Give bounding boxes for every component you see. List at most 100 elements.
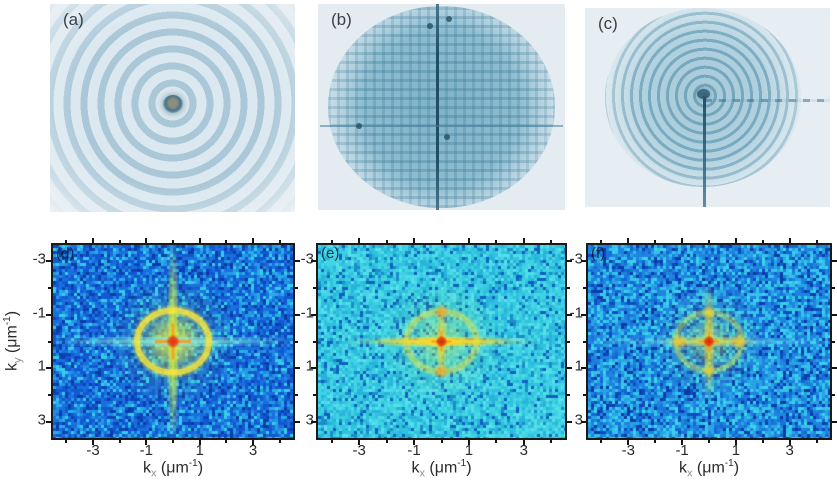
tick-mark xyxy=(583,394,586,397)
tick-mark xyxy=(91,238,94,243)
tick-mark xyxy=(815,440,818,443)
tick-mark xyxy=(145,440,148,445)
tick-mark xyxy=(295,367,300,370)
tick-mark xyxy=(252,440,254,445)
tick-mark xyxy=(627,440,630,445)
tick-mark xyxy=(440,240,443,243)
x-tick-label: 3 xyxy=(519,442,528,459)
tick-mark xyxy=(313,394,316,397)
y-tick-label: 1 xyxy=(574,357,583,375)
fork-dislocation-knot xyxy=(696,88,710,99)
tick-mark xyxy=(295,340,298,343)
tick-mark xyxy=(385,240,388,243)
tick-mark xyxy=(330,240,333,243)
tick-mark xyxy=(832,313,837,316)
tick-mark xyxy=(65,240,68,243)
defect-dot xyxy=(446,16,453,23)
tick-mark xyxy=(295,313,300,316)
tick-mark xyxy=(118,440,121,443)
tick-mark xyxy=(225,440,228,443)
tick-mark xyxy=(583,340,586,343)
y-axis-tick-labels-f: -3 -1 1 3 xyxy=(559,243,585,436)
tick-mark xyxy=(467,440,470,445)
tick-mark xyxy=(48,394,51,397)
tick-mark xyxy=(654,440,657,443)
y-axis-tick-labels-e: -3 -1 1 3 xyxy=(290,243,316,436)
tick-mark xyxy=(145,238,148,243)
tick-mark xyxy=(46,260,51,263)
x-axis-title-d: kx (μm-1) xyxy=(142,458,204,480)
tick-mark xyxy=(832,420,837,423)
tick-mark xyxy=(295,260,300,263)
tick-mark xyxy=(567,260,572,263)
tick-marks xyxy=(581,238,837,445)
tick-mark xyxy=(46,420,51,423)
y-tick-label: -3 xyxy=(32,250,46,268)
tick-mark xyxy=(467,238,470,243)
tick-mark xyxy=(567,394,570,397)
tick-mark xyxy=(550,440,553,443)
tick-mark xyxy=(815,240,818,243)
panel-label-d: (d) xyxy=(56,245,75,262)
defect-dot xyxy=(443,133,450,140)
tick-mark xyxy=(118,240,121,243)
tick-mark xyxy=(311,420,316,423)
y-tick-label: -1 xyxy=(300,304,314,322)
micrograph-panel-c: (c) xyxy=(585,8,830,207)
tick-mark xyxy=(788,440,791,445)
x-tick-label: 3 xyxy=(248,442,258,459)
x-tick-label: -1 xyxy=(407,442,421,459)
fft-panel-e: (e) xyxy=(311,238,572,445)
tick-mark xyxy=(832,286,835,289)
y-tick-label: 3 xyxy=(305,411,314,429)
micrograph-panel-a: (a) xyxy=(50,4,295,212)
tick-mark xyxy=(581,367,586,370)
tick-mark xyxy=(278,240,281,243)
tick-mark xyxy=(311,313,316,316)
faint-horizontal-line xyxy=(320,124,563,127)
x-tick-label: 1 xyxy=(195,442,204,459)
micrograph-panel-b: (b) xyxy=(318,4,565,210)
tick-mark xyxy=(198,440,201,445)
tick-mark xyxy=(832,260,837,263)
tick-mark xyxy=(600,240,603,243)
tick-mark xyxy=(225,240,228,243)
tick-mark xyxy=(358,440,361,445)
dark-vertical-line xyxy=(435,4,439,210)
tick-marks xyxy=(46,238,300,445)
tick-mark xyxy=(681,440,684,445)
x-tick-label: -1 xyxy=(139,442,153,459)
panel-label-e: (e) xyxy=(321,245,340,262)
fft-heatmap-canvas xyxy=(53,245,293,438)
tick-mark xyxy=(567,367,572,370)
x-tick-label: -3 xyxy=(621,442,635,459)
y-tick-label: -1 xyxy=(32,304,46,322)
tick-mark xyxy=(581,420,586,423)
dashed-horizontal-streak xyxy=(705,98,830,102)
x-axis-tick-labels-f: -3 -1 1 3 xyxy=(588,442,830,459)
edge-fade xyxy=(327,6,556,208)
fft-panel-f: (f) xyxy=(581,238,837,445)
panel-label-a: (a) xyxy=(63,10,84,29)
tick-mark xyxy=(46,313,51,316)
tick-mark xyxy=(413,238,416,243)
tick-mark xyxy=(734,440,737,445)
tick-mark xyxy=(198,238,201,243)
x-tick-label: 1 xyxy=(464,442,474,459)
tick-mark xyxy=(788,238,791,243)
tick-mark xyxy=(385,440,388,443)
fft-panel-d: (d) xyxy=(46,238,300,445)
tick-mark xyxy=(550,240,553,243)
tick-mark xyxy=(654,240,657,243)
defect-dot xyxy=(356,123,363,130)
x-tick-label: -3 xyxy=(352,442,366,459)
tick-mark xyxy=(681,238,684,243)
tick-mark xyxy=(313,340,316,343)
tick-mark xyxy=(440,440,443,443)
tick-mark xyxy=(48,340,51,343)
defect-dot xyxy=(426,22,433,29)
tick-mark xyxy=(600,440,603,443)
tick-mark xyxy=(172,240,174,243)
y-tick-label: -3 xyxy=(569,250,583,268)
tick-mark xyxy=(832,394,835,397)
